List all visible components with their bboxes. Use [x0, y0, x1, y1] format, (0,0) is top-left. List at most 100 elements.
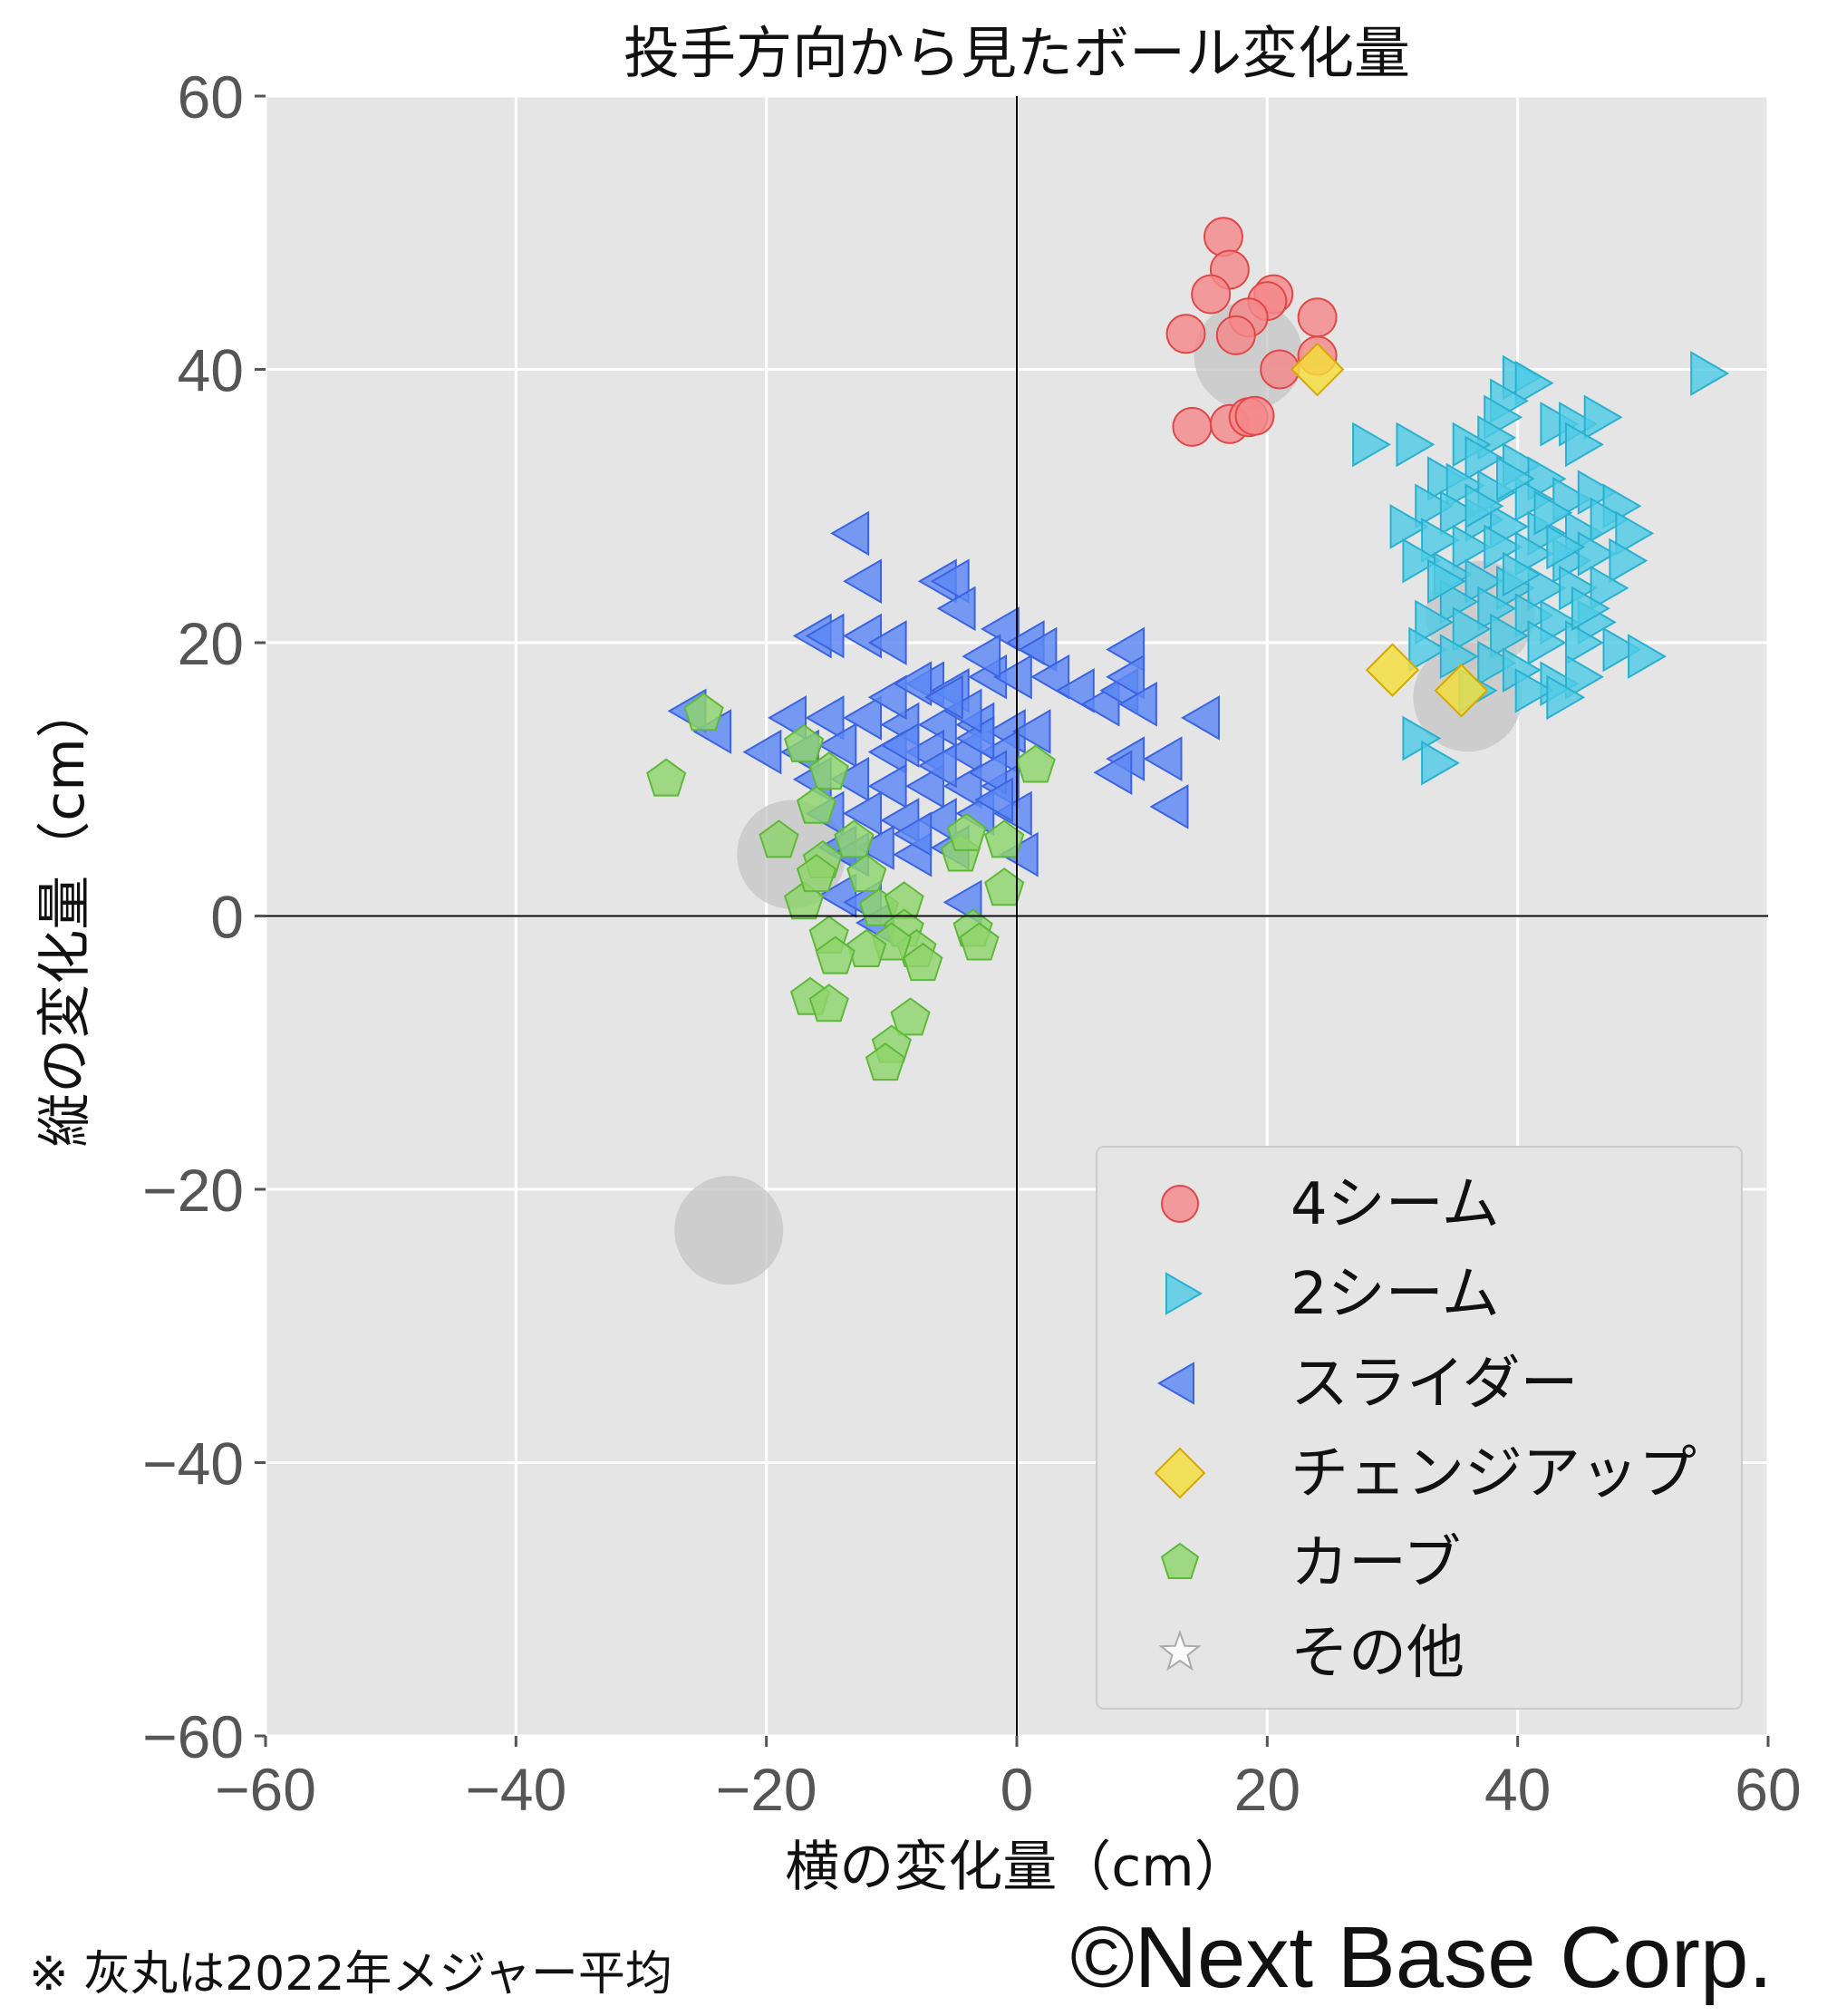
data-point-triangle-left: [1018, 626, 1058, 673]
data-point-triangle-right: [1565, 620, 1604, 665]
data-point-circle: [1165, 314, 1206, 354]
data-point-triangle-right: [1590, 497, 1629, 543]
data-point-pentagon: [959, 922, 1000, 961]
data-point-triangle-left: [917, 742, 957, 789]
axes: −60 −40 −20 0 20 40 60 60 40 20 0 −20 −40 −60: [142, 63, 1802, 1823]
data-point-circle: [1172, 406, 1213, 447]
data-point-triangle-right: [1583, 394, 1623, 441]
legend-label: チェンジアップ: [1290, 1440, 1696, 1507]
legend-marker-triangle-left: [1157, 1362, 1194, 1405]
data-point-triangle-left: [1106, 654, 1146, 700]
data-point-triangle-left: [867, 620, 907, 665]
legend-marker-diamond: [1154, 1447, 1206, 1499]
data-point-triangle-left: [1143, 736, 1183, 781]
data-point-triangle-left: [1149, 784, 1189, 829]
data-point-triangle-left: [923, 674, 963, 721]
data-point-triangle-right: [1389, 504, 1429, 549]
data-point-pentagon: [796, 853, 837, 893]
data-point-pentagon: [846, 853, 887, 893]
y-tick-label: 40: [178, 337, 244, 404]
data-point-triangle-right: [1352, 422, 1391, 468]
data-point-triangle-left: [843, 695, 882, 741]
data-point-triangle-right: [1540, 599, 1580, 645]
legend-marker-star: [1158, 1630, 1202, 1672]
data-point-triangle-right: [1408, 626, 1448, 673]
x-tick-label: −20: [716, 1756, 817, 1823]
data-point-triangle-right: [1546, 674, 1586, 721]
league-average-circle: [674, 1176, 784, 1285]
legend-label: 2シーム: [1290, 1261, 1500, 1328]
data-point-circle: [1297, 297, 1338, 338]
data-point-pentagon: [984, 819, 1025, 858]
data-point-triangle-right: [1496, 456, 1535, 501]
data-point-pentagon: [759, 819, 799, 858]
data-points: [646, 217, 1730, 1081]
data-point-triangle-right: [1590, 565, 1629, 611]
y-tick-label: −20: [142, 1157, 244, 1224]
data-point-triangle-right: [1439, 489, 1479, 536]
data-point-circle: [1215, 315, 1256, 355]
data-point-triangle-left: [843, 558, 882, 605]
data-point-triangle-right: [1514, 531, 1554, 577]
data-point-triangle-right: [1452, 524, 1492, 570]
copyright-credit: ©Next Base Corp.: [1069, 1909, 1773, 2006]
series-circle: [1165, 217, 1338, 447]
x-tick-label: 20: [1234, 1756, 1300, 1823]
data-point-pentagon: [646, 758, 687, 797]
footnote-league-average: ※ 灰丸は2022年メジャー平均: [29, 1947, 672, 2001]
data-point-triangle-left: [867, 674, 907, 721]
data-point-triangle-left: [917, 798, 957, 843]
y-tick-label: 60: [178, 63, 244, 131]
chart-title: 投手方向から見たボール変化量: [624, 20, 1410, 86]
y-tick-label: 20: [178, 610, 244, 677]
x-tick-label: −60: [215, 1756, 316, 1823]
data-point-pentagon: [946, 812, 987, 851]
data-point-triangle-right: [1527, 565, 1567, 611]
data-point-triangle-right: [1565, 422, 1604, 468]
data-point-triangle-left: [1030, 654, 1070, 700]
legend-label: カーブ: [1290, 1530, 1461, 1597]
data-point-diamond: [1290, 342, 1345, 397]
data-point-triangle-right: [1421, 518, 1460, 563]
data-point-triangle-left: [830, 756, 870, 802]
data-point-triangle-right: [1527, 620, 1567, 665]
data-point-pentagon: [834, 819, 875, 858]
data-point-triangle-left: [843, 790, 882, 837]
y-axis-label: 縦の変化量（cm）: [34, 683, 97, 1147]
y-tick-label: 0: [210, 884, 244, 951]
data-point-circle: [1234, 395, 1275, 436]
data-point-triangle-left: [880, 722, 920, 768]
data-point-triangle-left: [817, 722, 857, 768]
data-point-triangle-right: [1565, 654, 1604, 700]
x-axis-label: 横の変化量（cm）: [785, 1836, 1248, 1899]
data-point-pentagon: [808, 751, 849, 790]
data-point-triangle-left: [1055, 667, 1095, 713]
data-point-triangle-right: [1577, 531, 1617, 577]
data-point-triangle-right: [1464, 483, 1504, 529]
data-point-triangle-left: [893, 661, 933, 707]
data-point-pentagon: [890, 997, 931, 1036]
legend-box: [1096, 1146, 1743, 1710]
data-point-pentagon: [796, 785, 837, 824]
data-point-triangle-left: [1106, 626, 1146, 673]
data-point-triangle-right: [1415, 599, 1455, 645]
series-triangle-right: [1352, 351, 1730, 786]
data-point-triangle-right: [1402, 538, 1442, 584]
data-point-triangle-right: [1502, 551, 1542, 597]
data-point-pentagon: [783, 723, 825, 762]
x-tick-label: −40: [465, 1756, 566, 1823]
data-point-pentagon: [984, 867, 1025, 906]
data-point-circle: [1191, 274, 1232, 315]
data-point-triangle-right: [1421, 740, 1460, 786]
data-point-triangle-right: [1427, 558, 1466, 605]
data-point-diamond: [1365, 643, 1420, 697]
data-point-triangle-left: [936, 586, 976, 632]
series-diamond: [1290, 342, 1489, 718]
data-point-triangle-left: [893, 811, 933, 857]
x-tick-label: 60: [1735, 1756, 1801, 1823]
legend-marker-triangle-right: [1165, 1272, 1203, 1315]
data-point-triangle-left: [1118, 681, 1157, 727]
data-point-triangle-left: [1093, 750, 1133, 796]
data-point-triangle-left: [830, 510, 870, 557]
